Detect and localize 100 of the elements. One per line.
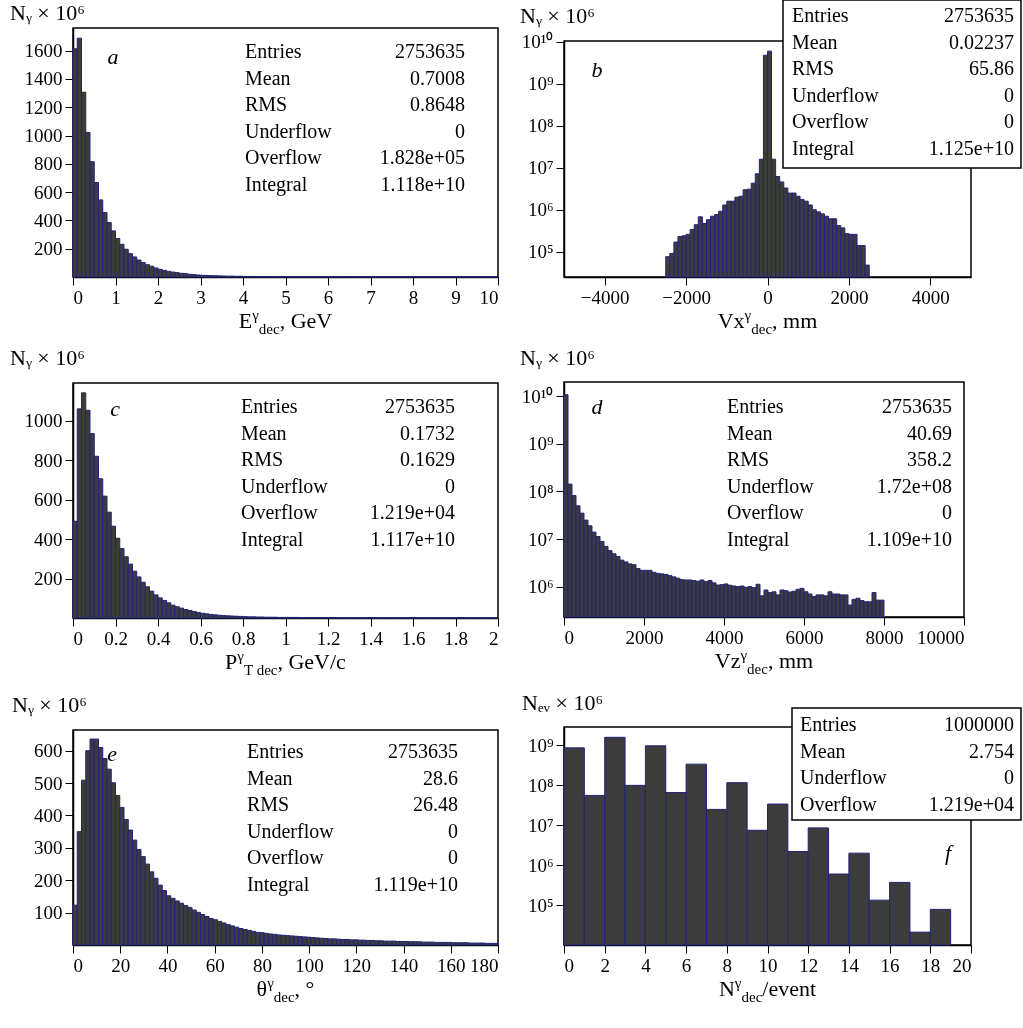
annotation: Integral: [247, 872, 310, 896]
x-tick-label: 2: [600, 954, 610, 976]
y-tick-label: 10⁷: [527, 814, 554, 836]
annotation: Underflow: [245, 119, 333, 142]
annotation: 358.2: [907, 448, 952, 470]
x-tick-label: 0.6: [189, 627, 213, 649]
x-tick-label: 180: [470, 954, 499, 976]
y-tick-label: 10⁶: [527, 576, 554, 598]
annotation: RMS: [727, 448, 770, 470]
y-tick-label: 100: [34, 902, 63, 924]
annotation: e: [107, 741, 118, 766]
x-tick-label: 2: [489, 627, 499, 649]
annotation: RMS: [245, 93, 288, 115]
annotation: 2753635: [395, 40, 465, 62]
annotation: Underflow: [241, 474, 329, 497]
annotation: Underflow: [727, 474, 815, 497]
y-tick-label: 200: [34, 568, 63, 589]
text: 2753635: [944, 4, 1014, 26]
annotation: 0: [942, 501, 952, 523]
annotation: 0.02237: [949, 30, 1014, 53]
annotation: Entries: [245, 40, 302, 62]
x-tick-label: 2000: [625, 626, 664, 648]
annotation: 0.1629: [400, 448, 455, 470]
annotation: 1.219e+04: [369, 501, 455, 523]
x-tick-label: 1.6: [401, 627, 426, 649]
annotation: Mean: [245, 66, 291, 89]
x-tick-label: −4000: [580, 286, 630, 308]
x-axis-title: Vz$^{γ}$$_{dec}$, mm: [714, 647, 814, 678]
x-tick-label: 1.4: [359, 627, 384, 649]
x-tick-label: 60: [205, 954, 225, 976]
x-tick-label: 6: [323, 286, 334, 308]
x-tick-label: 1: [281, 627, 291, 649]
y-tick-label: 1600: [24, 40, 63, 62]
y-tick-label: 300: [34, 837, 63, 859]
annotation: 1.109e+10: [866, 527, 952, 550]
annotation: Underflow: [792, 83, 880, 106]
x-tick-label: 4000: [911, 286, 950, 308]
annotation: Mean: [241, 421, 287, 444]
annotation: RMS: [247, 793, 290, 815]
x-tick-label: 2: [153, 286, 164, 308]
y-tick-label: 400: [34, 528, 63, 550]
annotation: c: [110, 396, 121, 421]
annotation: Overflow: [247, 846, 325, 868]
annotation: Underflow: [800, 766, 888, 788]
y-tick-label: 400: [34, 804, 63, 826]
x-tick-label: 160: [437, 954, 466, 976]
x-axis-title: E$^{γ}$$_{dec}$, GeV: [238, 307, 333, 338]
annotation: 26.48: [413, 793, 458, 815]
x-axis-title: P$^{γ}$$_{T dec}$, GeV/c: [225, 648, 346, 679]
x-axis-title: θ$^{γ}$$_{dec}$, °: [256, 975, 315, 1006]
annotation: 1.117e+10: [370, 527, 455, 550]
x-tick-label: 10000: [917, 626, 965, 648]
annotation: Overflow: [727, 501, 805, 523]
annotation: Integral: [245, 172, 308, 196]
annotation: f: [944, 840, 954, 865]
x-axis-title: Vx$^{γ}$$_{dec}$, mm: [717, 307, 818, 338]
y-tick-label: 1000: [24, 410, 63, 432]
x-tick-label: 3: [196, 286, 206, 308]
y-tick-label: 10⁸: [527, 480, 554, 502]
annotation: 2.754: [969, 739, 1014, 762]
annotation: Overflow: [792, 110, 870, 132]
x-tick-label: 0: [763, 286, 773, 308]
x-tick-label: 0: [73, 286, 83, 308]
y-axis-title: Nᵧ × 10⁶: [10, 0, 85, 26]
y-tick-label: 500: [34, 772, 63, 794]
text: Entries: [792, 4, 849, 26]
text: 0: [1004, 83, 1014, 106]
annotation: 1.125e+10: [928, 136, 1014, 159]
x-tick-label: 4000: [705, 626, 744, 648]
y-tick-label: 600: [34, 181, 63, 203]
y-axis-title: Nᵧ × 10⁶: [10, 345, 85, 371]
y-tick-label: 10⁹: [527, 73, 554, 95]
annotation: 0.8648: [410, 93, 465, 115]
y-tick-label: 10⁶: [527, 854, 554, 876]
annotation: 0.1732: [400, 421, 455, 444]
x-tick-label: 8: [722, 954, 733, 976]
annotation: Mean: [792, 30, 838, 53]
x-tick-label: 0: [564, 626, 574, 648]
x-tick-label: 2000: [830, 286, 869, 308]
x-tick-label: 80: [252, 954, 272, 976]
x-axis-title: N$^{γ}$$_{dec}$/event: [718, 975, 817, 1006]
annotation: 0: [448, 846, 458, 868]
annotation: Mean: [800, 739, 846, 762]
x-tick-label: 0.2: [104, 627, 128, 649]
annotation: 0: [448, 819, 458, 842]
y-tick-label: 800: [34, 449, 63, 471]
annotation: 1000000: [944, 713, 1014, 735]
annotation: Overflow: [800, 792, 878, 815]
x-tick-label: 16: [880, 954, 900, 976]
y-tick-label: 600: [34, 489, 63, 511]
annotation: Overflow: [241, 501, 319, 523]
annotation: Entries: [241, 395, 298, 417]
annotation: 65.86: [969, 57, 1014, 79]
y-tick-label: 10⁹: [527, 433, 554, 455]
y-tick-label: 600: [34, 740, 63, 762]
x-tick-label: 0: [564, 954, 574, 976]
annotation: 2753635: [388, 740, 458, 762]
y-axis-title: Nᵧ × 10⁶: [12, 692, 87, 718]
x-tick-label: 20: [111, 954, 131, 976]
x-tick-label: 0: [73, 954, 83, 976]
